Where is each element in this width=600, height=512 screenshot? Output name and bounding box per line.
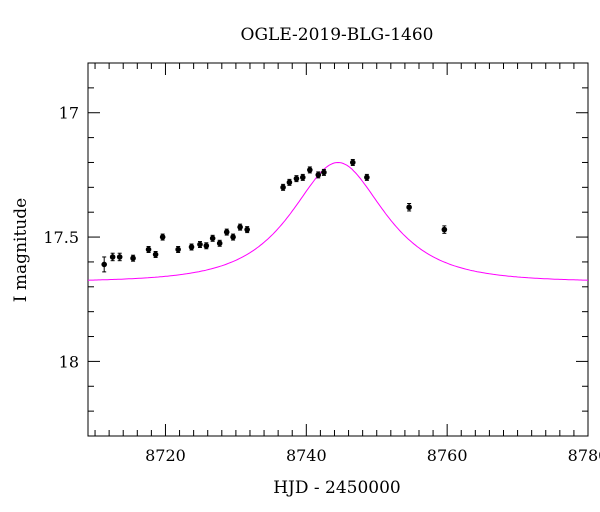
data-points [101, 158, 448, 273]
x-tick-label: 8780 [568, 446, 600, 465]
data-point [441, 226, 448, 233]
data-point [188, 244, 195, 250]
y-tick-label: 18 [59, 352, 79, 371]
x-tick-label: 8740 [286, 446, 327, 465]
data-point [307, 167, 313, 173]
x-axis-label: HJD - 2450000 [273, 478, 401, 498]
data-point [280, 184, 286, 191]
y-tick-label: 17.5 [43, 228, 79, 247]
model-curve [87, 161, 589, 281]
data-point [145, 246, 152, 253]
data-point [299, 174, 306, 181]
axis-ticks [88, 63, 589, 436]
data-point [109, 254, 116, 260]
data-point [364, 174, 370, 181]
data-point [116, 254, 123, 260]
data-point [406, 204, 412, 211]
data-point [349, 159, 356, 166]
x-tick-label: 8720 [145, 446, 186, 465]
data-point [130, 255, 136, 262]
data-point [216, 240, 223, 247]
data-point [209, 235, 216, 242]
data-point [237, 224, 243, 230]
data-point [293, 175, 300, 182]
chart-title: OGLE-2019-BLG-1460 [241, 25, 434, 45]
y-axis-label: I magnitude [11, 198, 31, 302]
data-point [101, 261, 107, 268]
data-point [203, 242, 210, 249]
x-tick-label: 8760 [427, 446, 468, 465]
data-point [175, 246, 181, 253]
y-tick-labels: 17 17.5 18 [43, 104, 79, 372]
x-tick-labels: 8720 8740 8760 8780 [145, 446, 600, 465]
data-point [159, 234, 166, 240]
data-point [244, 226, 250, 233]
data-point [152, 251, 159, 258]
data-point [230, 234, 236, 240]
y-tick-label: 17 [59, 104, 79, 123]
data-point [197, 241, 203, 248]
data-point [223, 229, 230, 235]
data-point [286, 179, 293, 186]
data-point [321, 169, 327, 176]
plot-frame [87, 62, 589, 437]
data-point [315, 172, 322, 178]
